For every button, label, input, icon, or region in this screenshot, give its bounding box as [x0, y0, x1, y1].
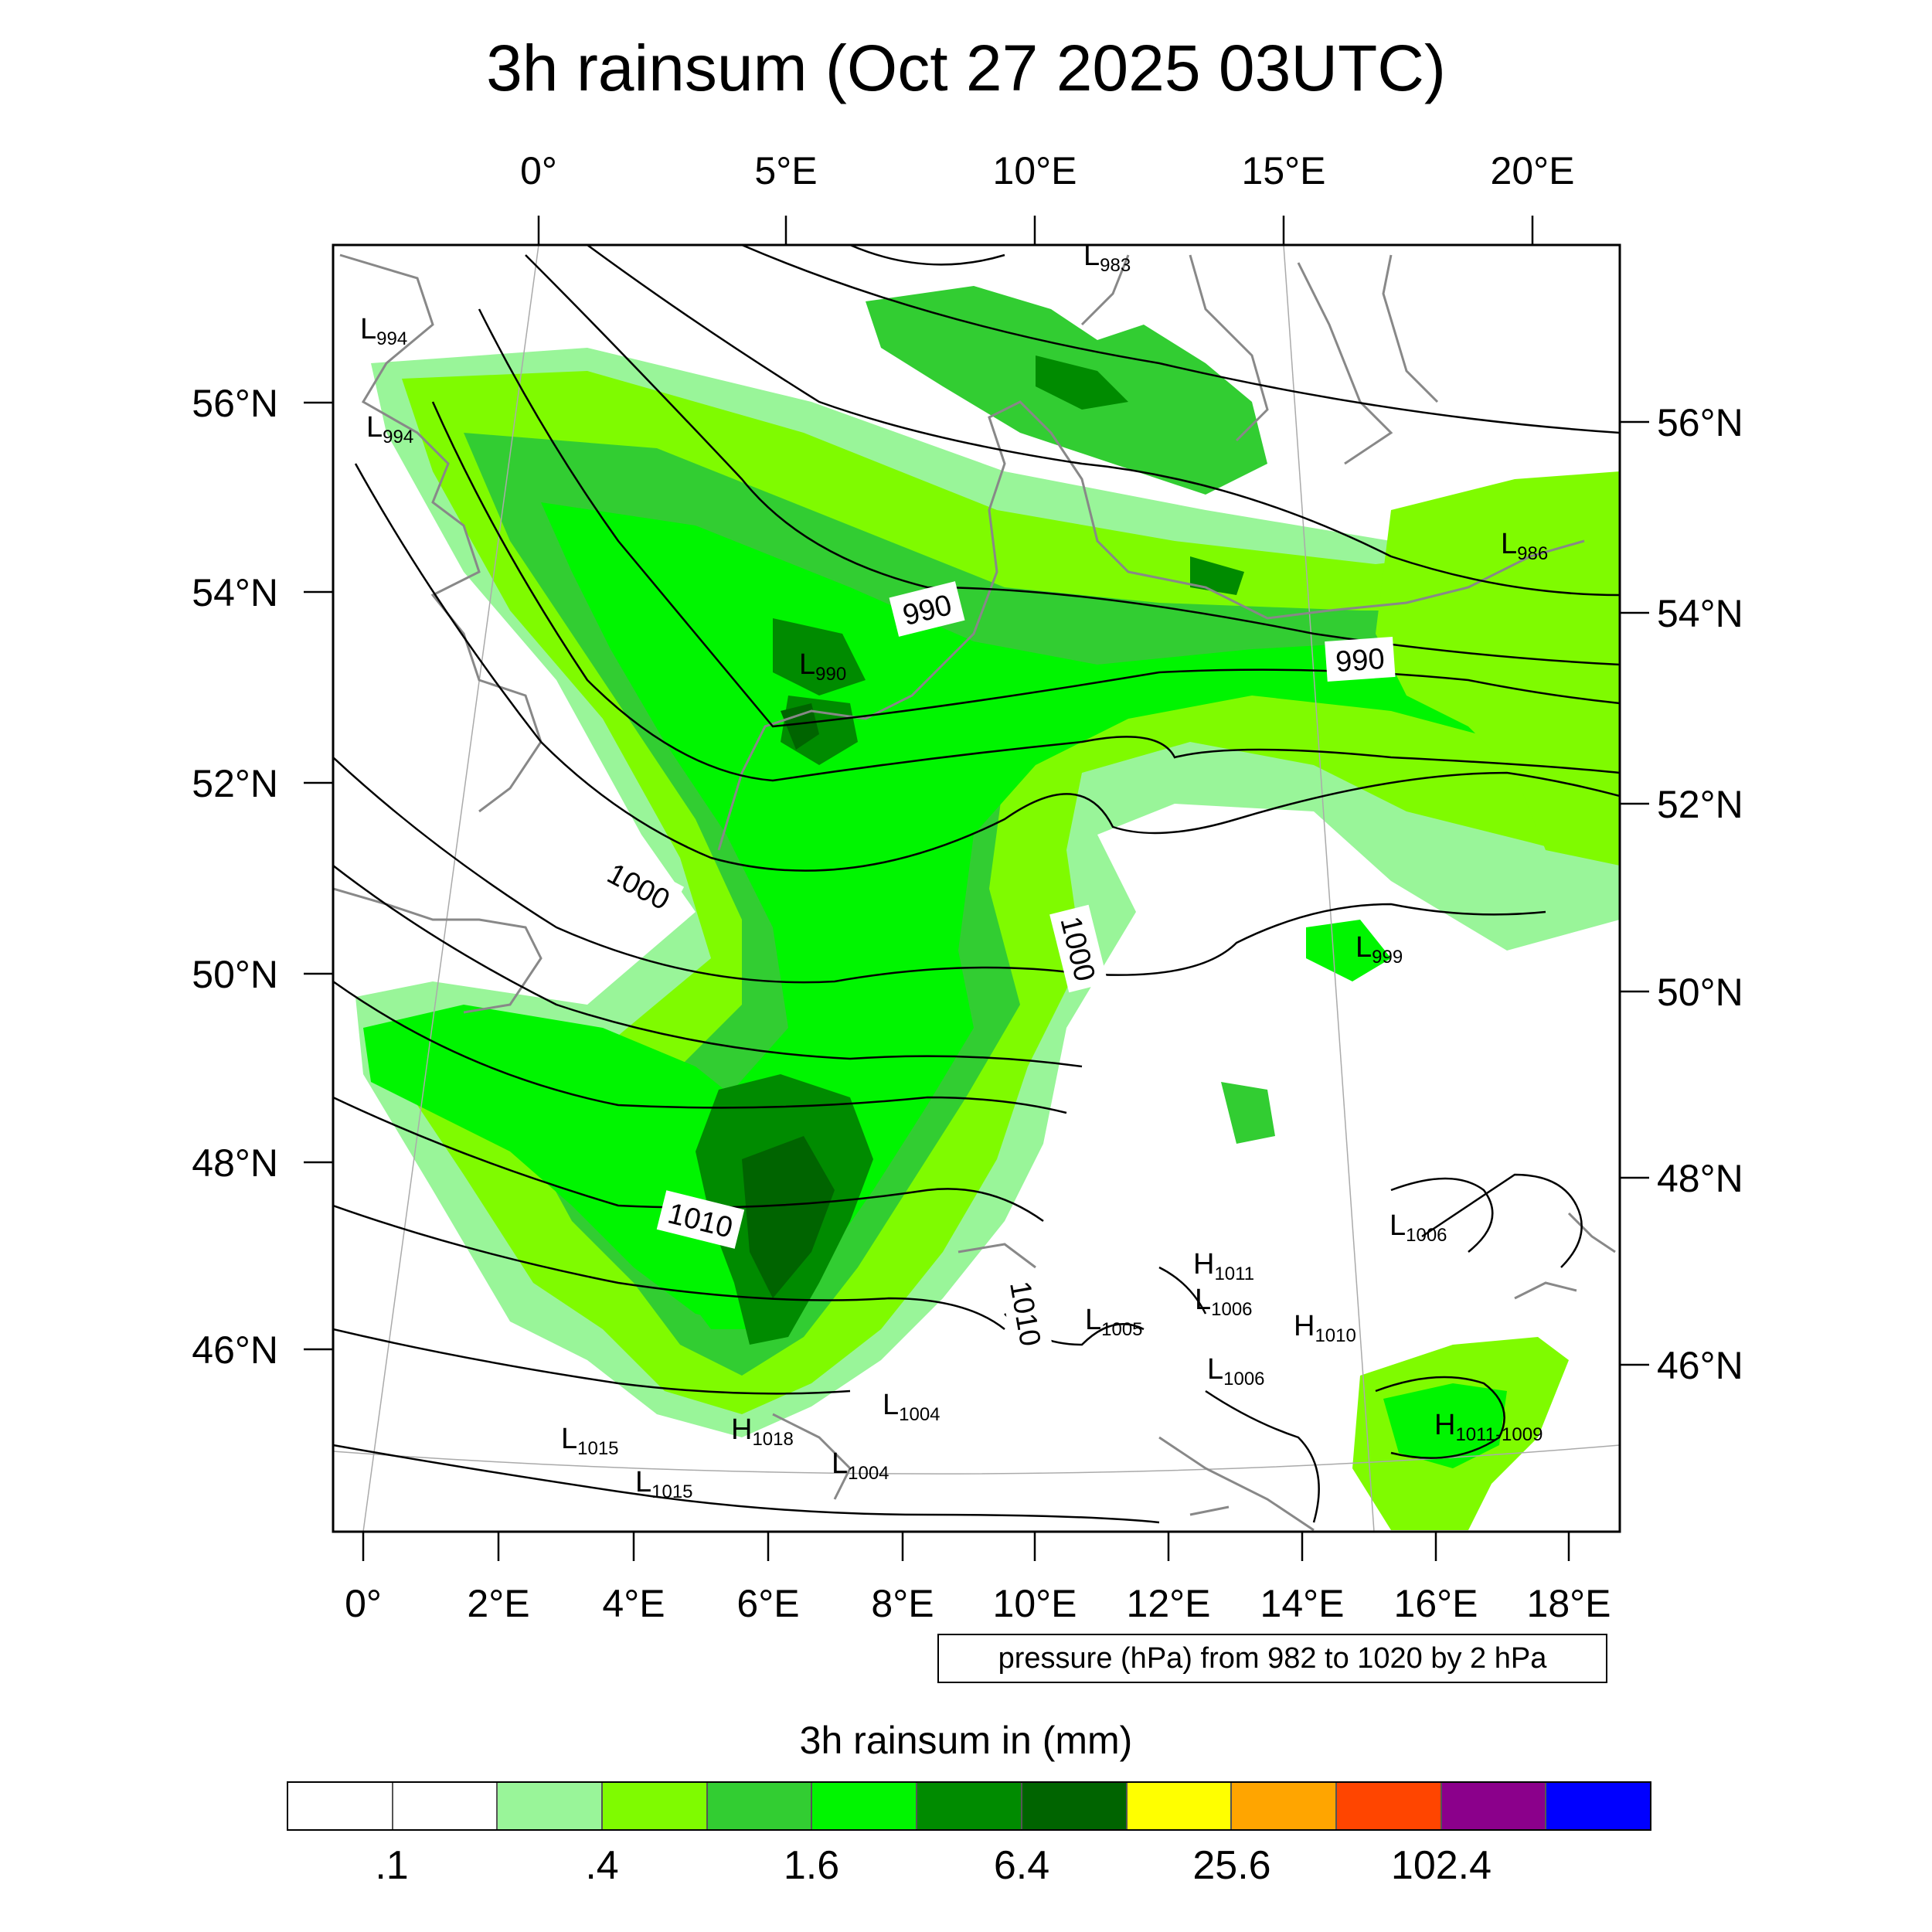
right-lat-labels: 56°N 54°N 52°N 50°N 48°N 46°N	[1657, 401, 1743, 1387]
pressure-center: L1015	[635, 1466, 693, 1502]
left-lat-label: 48°N	[192, 1141, 278, 1185]
top-lon-label: 10°E	[993, 149, 1077, 192]
top-lon-labels: 0° 5°E 10°E 15°E 20°E	[520, 149, 1574, 192]
top-lon-label: 5°E	[754, 149, 817, 192]
colorbar-tick-label: 6.4	[993, 1843, 1050, 1888]
pressure-center: L986	[1501, 528, 1548, 564]
map-frame	[332, 243, 1621, 1533]
pressure-center: L983	[1083, 240, 1131, 276]
right-lat-label: 52°N	[1657, 783, 1743, 826]
pressure-center: H1011	[1193, 1248, 1254, 1284]
colorbar-swatch	[1336, 1783, 1442, 1829]
pressure-center: L1006	[1389, 1209, 1447, 1246]
pressure-center: L994	[360, 313, 407, 349]
left-lat-label: 52°N	[192, 762, 278, 805]
map-title: 3h rainsum (Oct 27 2025 03UTC)	[486, 32, 1446, 104]
right-lat-label: 56°N	[1657, 401, 1743, 444]
isobar-label: 990	[1335, 643, 1386, 679]
left-lat-label: 54°N	[192, 571, 278, 614]
rain-hungary-inner	[1383, 1383, 1507, 1468]
rain-heavy-5	[742, 1136, 835, 1298]
colorbar-swatch	[1127, 1783, 1233, 1829]
bottom-lon-label: 10°E	[993, 1582, 1077, 1625]
colorbar-tick-label: .1	[375, 1843, 409, 1888]
bottom-lon-label: 6°E	[736, 1582, 799, 1625]
colorbar-tick-label: .4	[585, 1843, 619, 1888]
bottom-lon-label: 16°E	[1394, 1582, 1478, 1625]
colorbar-swatch	[498, 1783, 604, 1829]
precipitation-field	[355, 286, 1620, 1530]
graticule	[333, 245, 1620, 1532]
bottom-lon-label: 4°E	[602, 1582, 665, 1625]
rain-band-southwest	[363, 1005, 819, 1329]
colorbar-swatch	[812, 1783, 918, 1829]
top-lon-label: 0°	[520, 149, 557, 192]
pressure-center: L1015	[561, 1423, 619, 1459]
bottom-lon-label: 18°E	[1527, 1582, 1611, 1625]
rain-heavy-4	[1190, 556, 1244, 595]
pressure-centers: L983 L994 L994 L986 L990 L999 L1006 H101…	[360, 240, 1548, 1502]
pressure-center: L1006	[1195, 1284, 1253, 1320]
right-lat-label: 54°N	[1657, 592, 1743, 635]
colorbar-tick-label: 102.4	[1390, 1843, 1492, 1888]
left-lat-label: 50°N	[192, 953, 278, 996]
pressure-center: H1011-1009	[1434, 1409, 1543, 1445]
bottom-lon-label: 8°E	[871, 1582, 934, 1625]
colorbar-title: 3h rainsum in (mm)	[799, 1719, 1133, 1762]
colorbar-swatch	[707, 1783, 813, 1829]
colorbar-swatch	[917, 1783, 1022, 1829]
right-lat-label: 50°N	[1657, 971, 1743, 1014]
isobars	[333, 245, 1620, 1524]
pressure-center: H1018	[731, 1413, 794, 1450]
colorbar-swatch	[1546, 1783, 1650, 1829]
colorbar-tick-label: 25.6	[1192, 1843, 1271, 1888]
top-lon-label: 15°E	[1242, 149, 1326, 192]
top-lon-label: 20°E	[1491, 149, 1575, 192]
left-lat-label: 46°N	[192, 1328, 278, 1372]
colorbar-swatch	[288, 1783, 393, 1829]
colorbar-swatch	[1232, 1783, 1337, 1829]
right-lat-label: 46°N	[1657, 1344, 1743, 1387]
colorbar-swatch	[603, 1783, 708, 1829]
bottom-lon-label: 14°E	[1260, 1582, 1345, 1625]
right-lat-label: 48°N	[1657, 1157, 1743, 1200]
rain-heavy-6	[781, 703, 819, 750]
pressure-center: L990	[799, 648, 846, 685]
pressure-center: L1006	[1207, 1353, 1265, 1389]
pressure-center: L1004	[832, 1447, 889, 1484]
bottom-lon-labels: 0° 2°E 4°E 6°E 8°E 10°E 12°E 14°E 16°E 1…	[345, 1582, 1611, 1625]
tick-marks	[304, 216, 1649, 1561]
colorbar-swatch	[1441, 1783, 1547, 1829]
left-lat-labels: 56°N 54°N 52°N 50°N 48°N 46°N	[192, 382, 278, 1372]
pressure-center: L1004	[883, 1389, 940, 1425]
pressure-center: L999	[1355, 931, 1403, 968]
colorbar-tick-label: 1.6	[783, 1843, 840, 1888]
pressure-info-box: pressure (hPa) from 982 to 1020 by 2 hPa	[937, 1634, 1607, 1683]
bottom-lon-label: 0°	[345, 1582, 382, 1625]
pressure-center: L1005	[1085, 1304, 1143, 1340]
pressure-center: H1010	[1294, 1310, 1356, 1346]
rain-czech	[1306, 920, 1391, 981]
colorbar-swatch	[393, 1783, 498, 1829]
bottom-lon-label: 12°E	[1127, 1582, 1211, 1625]
left-lat-label: 56°N	[192, 382, 278, 425]
pressure-center: L994	[366, 411, 413, 447]
rain-north-dark	[1036, 355, 1128, 410]
rain-heavy-2	[773, 618, 866, 696]
bottom-lon-label: 2°E	[467, 1582, 529, 1625]
colorbar-swatch	[1022, 1783, 1128, 1829]
rain-austria	[1221, 1082, 1275, 1144]
colorbar	[287, 1781, 1651, 1831]
